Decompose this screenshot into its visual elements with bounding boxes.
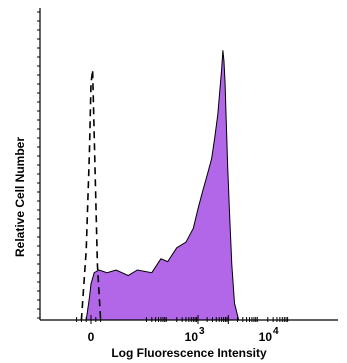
x-axis-title: Log Fluorescence Intensity xyxy=(111,346,267,360)
x-tick-label-ten-thousand-exp: 4 xyxy=(273,326,279,337)
dashed-histogram-series xyxy=(80,69,102,321)
x-tick-label-zero-text: 0 xyxy=(88,330,95,344)
x-tick-label-zero: 0 xyxy=(88,330,95,344)
x-tick-label-thousand: 10 3 xyxy=(185,326,205,344)
plot-area xyxy=(80,50,240,321)
x-tick-label-thousand-exp: 3 xyxy=(199,326,205,337)
y-axis-ticks xyxy=(37,11,40,319)
x-tick-label-ten-thousand: 10 4 xyxy=(259,326,279,344)
x-tick-label-ten-thousand-base: 10 xyxy=(259,330,273,344)
x-axis-ticks xyxy=(76,315,289,324)
filled-histogram-series xyxy=(85,50,240,321)
y-axis-title: Relative Cell Number xyxy=(13,137,27,257)
x-tick-label-thousand-base: 10 xyxy=(185,330,199,344)
